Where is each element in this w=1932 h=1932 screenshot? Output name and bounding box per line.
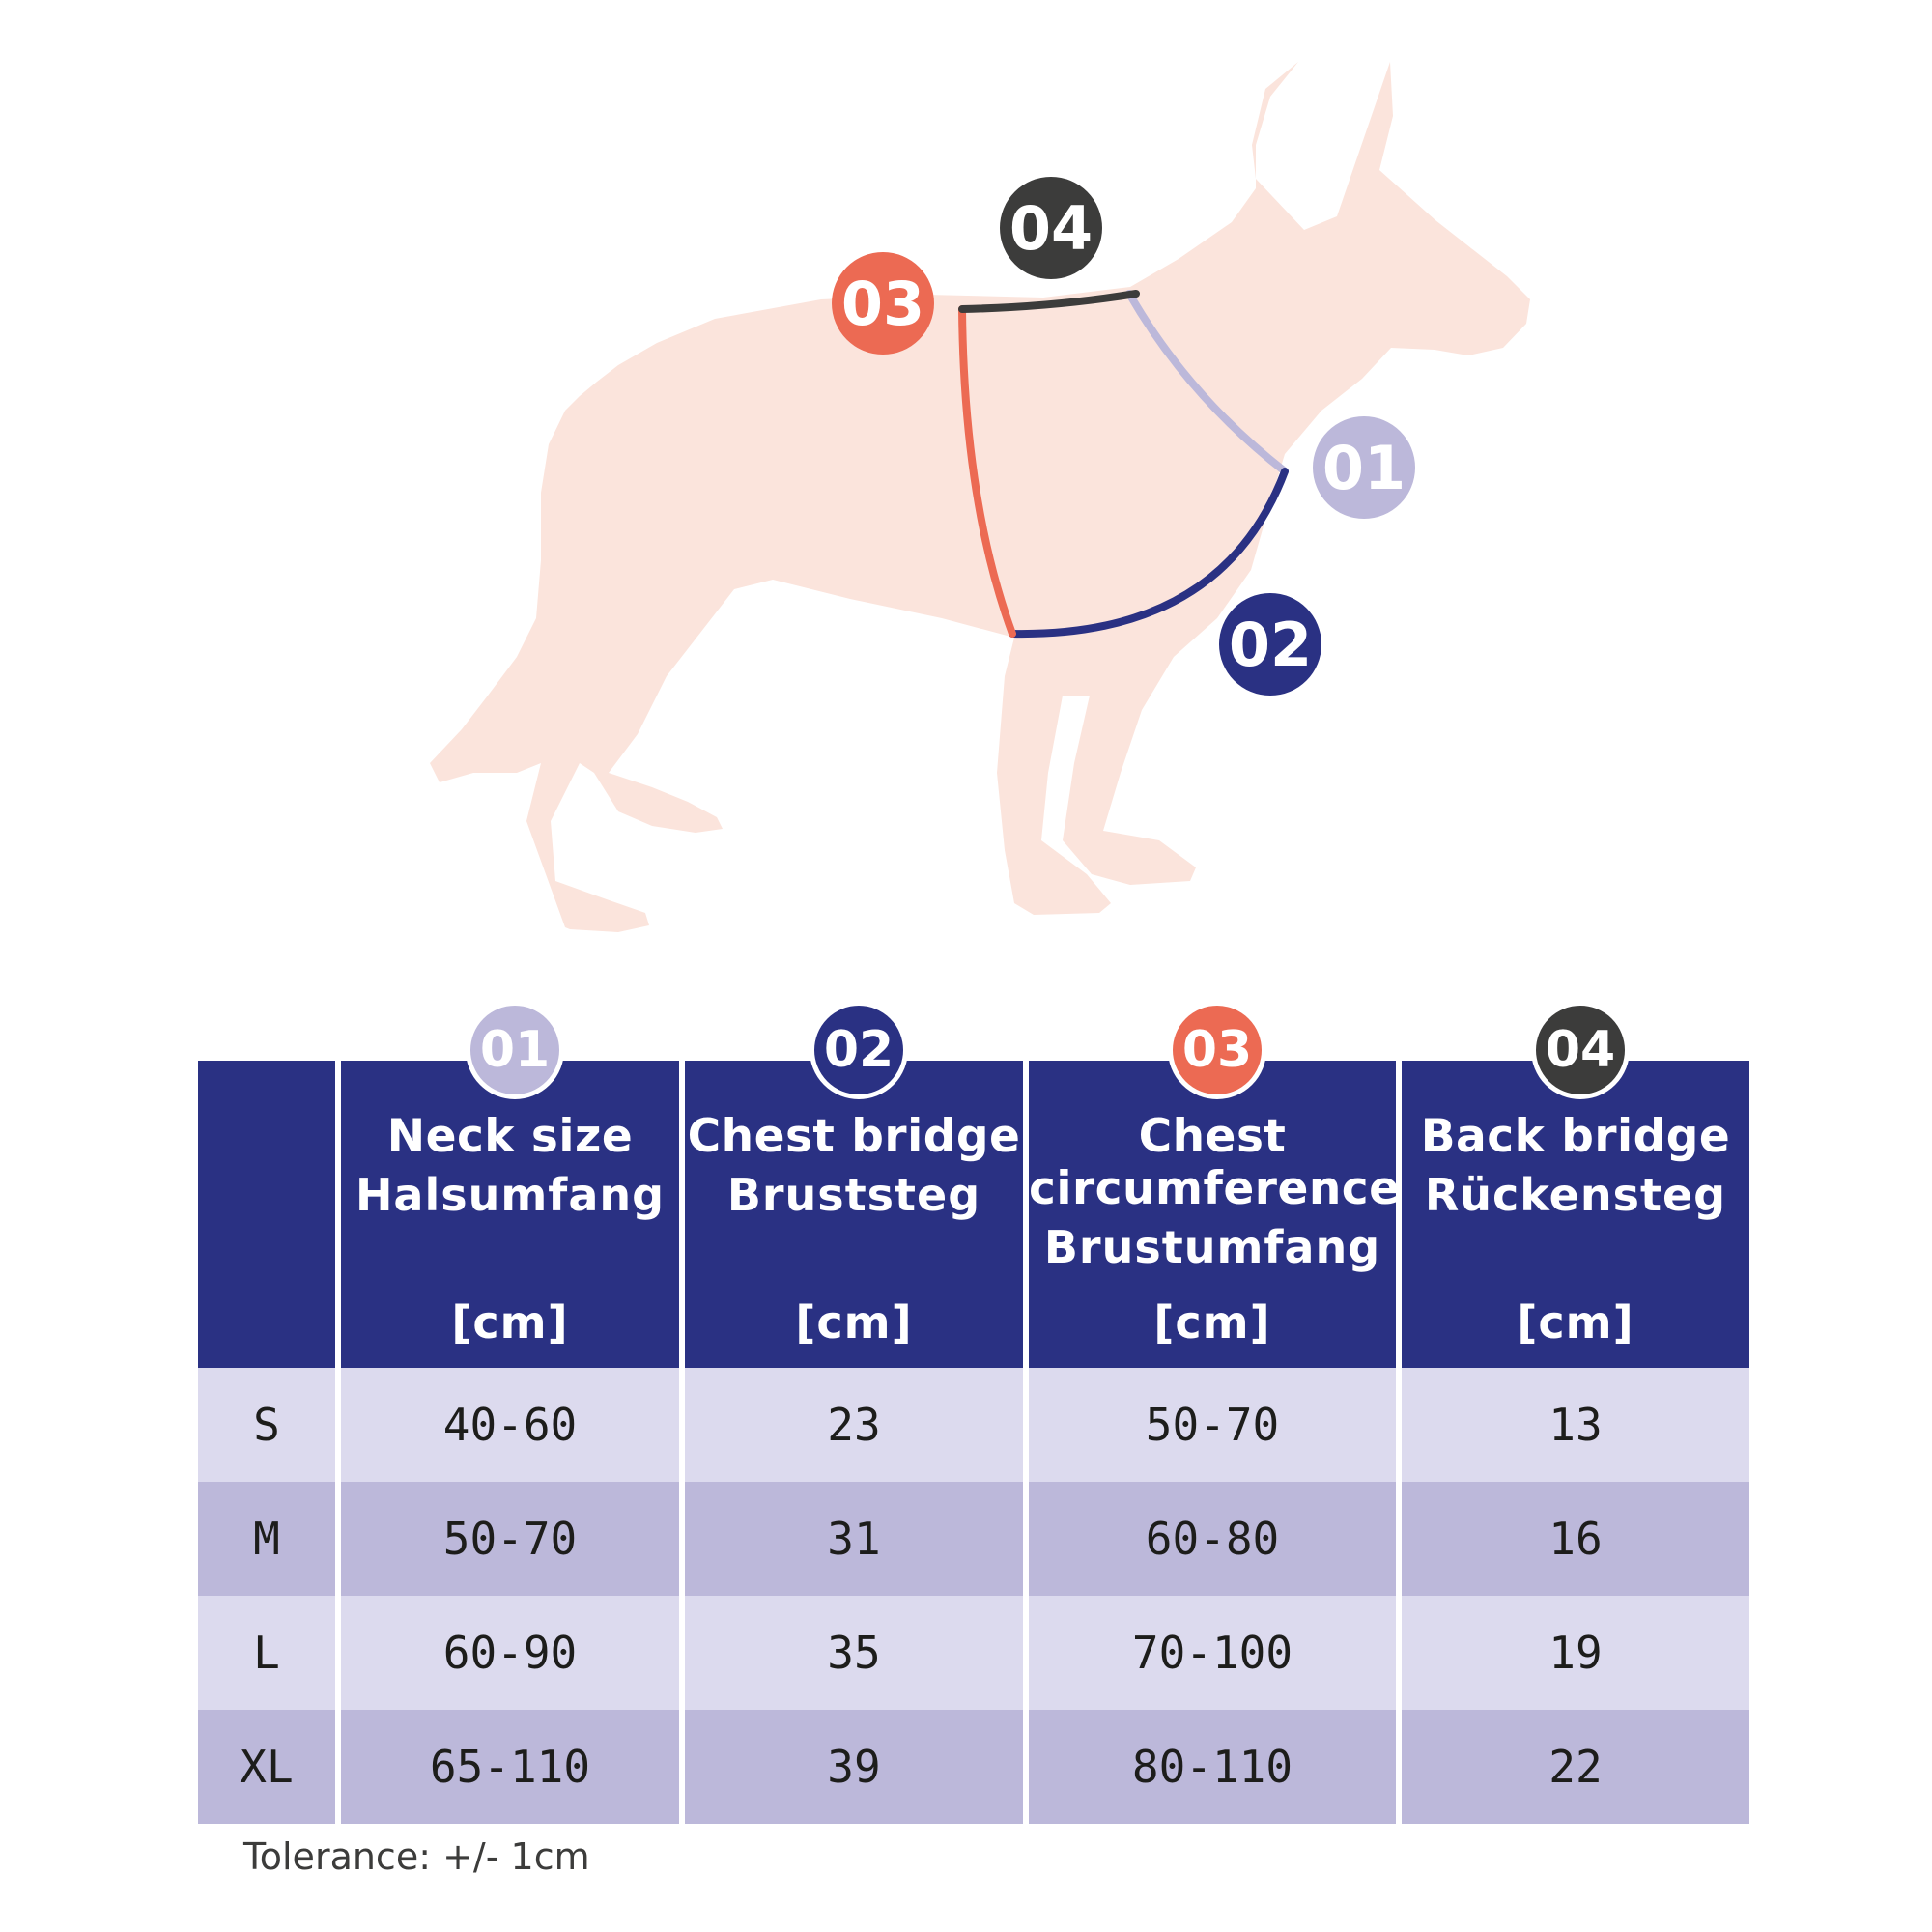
back-bridge-cell: 22 xyxy=(1402,1710,1749,1824)
chest-circumference-badge: 03 xyxy=(832,252,934,355)
chest-circumference-cell: 60-80 xyxy=(1029,1482,1402,1596)
chest-bridge-cell: 23 xyxy=(685,1368,1029,1482)
size-cell: M xyxy=(198,1482,341,1596)
chest-bridge-line xyxy=(1009,468,1289,639)
neck-size-badge: 01 xyxy=(1313,416,1415,519)
header-unit-label: [cm] xyxy=(1153,1296,1271,1349)
header-chest-circumference: 03 Chest circumference Brustumfang [cm] xyxy=(1029,1001,1402,1368)
chest-circumference-cell: 50-70 xyxy=(1029,1368,1402,1482)
header-de-label: Halsumfang xyxy=(355,1169,666,1221)
back-bridge-cell: 13 xyxy=(1402,1368,1749,1482)
header-de-label: Rückensteg xyxy=(1424,1169,1727,1221)
neck-size-cell: 40-60 xyxy=(341,1368,685,1482)
header-en-label: Neck size xyxy=(386,1110,634,1163)
svg-text:04: 04 xyxy=(1009,193,1093,264)
neck-size-cell: 65-110 xyxy=(341,1710,685,1824)
dog-measurement-diagram: 04 03 01 02 xyxy=(430,62,1530,932)
neck-size-cell: 60-90 xyxy=(341,1596,685,1710)
header-unit-label: [cm] xyxy=(795,1296,913,1349)
header-en-label: Back bridge xyxy=(1420,1110,1731,1163)
size-cell: S xyxy=(198,1368,341,1482)
header-en-label: Chest xyxy=(1138,1110,1287,1163)
table-row: XL 65-110 39 80-110 22 xyxy=(198,1710,1749,1824)
table-header-row: 01 Neck size Halsumfang [cm] 02 Chest br… xyxy=(198,1001,1749,1368)
chest-circumference-cell: 70-100 xyxy=(1029,1596,1402,1710)
back-bridge-line xyxy=(958,290,1140,313)
header-unit-label: [cm] xyxy=(451,1296,569,1349)
neck-size-cell: 50-70 xyxy=(341,1482,685,1596)
back-bridge-badge: 04 xyxy=(1000,177,1102,279)
size-chart-table: 01 Neck size Halsumfang [cm] 02 Chest br… xyxy=(198,1001,1749,1824)
header-size-cell xyxy=(198,1061,341,1368)
table-row: L 60-90 35 70-100 19 xyxy=(198,1596,1749,1710)
header-de-label: Brustumfang xyxy=(1043,1221,1381,1273)
header-en-label-line2: circumference xyxy=(1029,1162,1401,1215)
tolerance-note: Tolerance: +/- 1cm xyxy=(243,1835,590,1878)
chest-bridge-cell: 35 xyxy=(685,1596,1029,1710)
back-bridge-cell: 16 xyxy=(1402,1482,1749,1596)
svg-text:03: 03 xyxy=(841,269,924,339)
back-bridge-header-badge: 04 xyxy=(1531,1001,1630,1099)
header-chest-bridge: 02 Chest bridge Bruststeg [cm] xyxy=(685,1001,1029,1368)
header-de-label: Bruststeg xyxy=(726,1169,981,1221)
chest-bridge-cell: 31 xyxy=(685,1482,1029,1596)
neck-size-header-badge: 01 xyxy=(466,1001,564,1099)
size-cell: XL xyxy=(198,1710,341,1824)
table-row: S 40-60 23 50-70 13 xyxy=(198,1368,1749,1482)
table-row: M 50-70 31 60-80 16 xyxy=(198,1482,1749,1596)
chest-circumference-line xyxy=(958,305,1016,638)
size-cell: L xyxy=(198,1596,341,1710)
header-neck-size: 01 Neck size Halsumfang [cm] xyxy=(341,1001,685,1368)
header-back-bridge: 04 Back bridge Rückensteg [cm] xyxy=(1402,1001,1749,1368)
chest-circumference-header-badge: 03 xyxy=(1168,1001,1266,1099)
chest-circumference-cell: 80-110 xyxy=(1029,1710,1402,1824)
header-en-label: Chest bridge xyxy=(687,1110,1021,1163)
chest-bridge-badge: 02 xyxy=(1219,593,1321,696)
svg-text:01: 01 xyxy=(1322,433,1406,503)
chest-bridge-header-badge: 02 xyxy=(810,1001,908,1099)
chest-bridge-cell: 39 xyxy=(685,1710,1029,1824)
header-unit-label: [cm] xyxy=(1517,1296,1634,1349)
svg-text:02: 02 xyxy=(1229,610,1312,680)
back-bridge-cell: 19 xyxy=(1402,1596,1749,1710)
neck-size-line xyxy=(1125,290,1289,475)
